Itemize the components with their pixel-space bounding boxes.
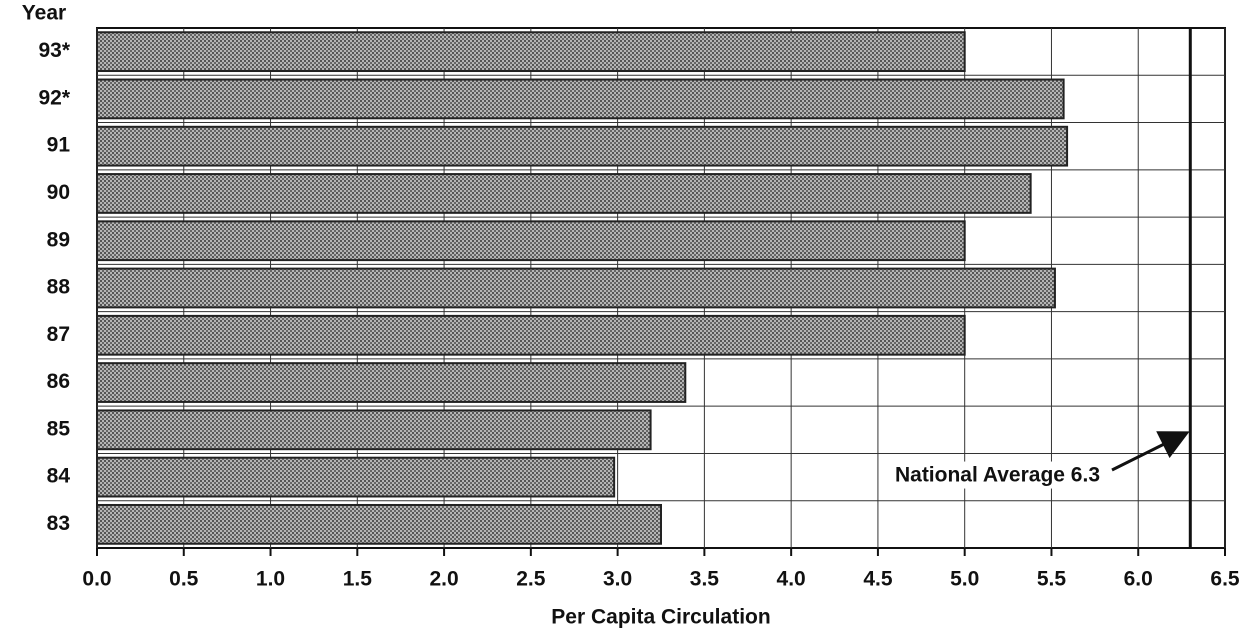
y-tick-label: 83 xyxy=(47,512,70,535)
bar xyxy=(96,362,687,403)
bar xyxy=(96,314,966,356)
y-tick-label: 87 xyxy=(47,323,70,346)
x-tick-label: 5.0 xyxy=(950,568,979,591)
x-tick-label: 5.5 xyxy=(1037,568,1067,591)
bar xyxy=(96,173,1032,214)
bar xyxy=(96,31,966,73)
x-tick-label: 1.0 xyxy=(256,568,285,591)
y-tick-label: 90 xyxy=(47,181,70,204)
x-tick-label: 6.0 xyxy=(1124,568,1153,591)
y-tick-label: 89 xyxy=(47,228,70,251)
x-tick-label: 0.0 xyxy=(82,568,111,591)
x-tick-label: 4.0 xyxy=(777,568,806,591)
bar xyxy=(96,220,966,262)
bar xyxy=(96,125,1069,167)
bar xyxy=(96,78,1065,120)
annotation-bg xyxy=(890,461,1104,489)
annotation-arrow xyxy=(1111,431,1190,472)
y-tick-label: 84 xyxy=(47,465,71,488)
x-axis-label: Per Capita Circulation xyxy=(551,606,770,629)
y-axis-label: Year xyxy=(22,2,66,25)
bar xyxy=(96,409,652,451)
x-tick-label: 3.5 xyxy=(690,568,720,591)
x-tick-label: 2.0 xyxy=(429,568,458,591)
y-tick-label: 86 xyxy=(47,370,70,393)
bar xyxy=(96,503,662,545)
x-tick-label: 1.5 xyxy=(343,568,373,591)
y-tick-label: 93* xyxy=(38,39,70,62)
y-tick-label: 91 xyxy=(47,134,71,157)
y-tick-label: 88 xyxy=(47,276,71,299)
x-tick-label: 3.0 xyxy=(603,568,632,591)
x-tick-label: 0.5 xyxy=(169,568,199,591)
x-tick-label: 6.5 xyxy=(1210,568,1240,591)
y-tick-label: 92* xyxy=(38,86,70,109)
bar xyxy=(96,456,616,498)
y-tick-label: 85 xyxy=(47,417,71,440)
x-tick-label: 4.5 xyxy=(863,568,893,591)
bar xyxy=(96,267,1056,309)
x-tick-label: 2.5 xyxy=(516,568,546,591)
annotation: National Average 6.3 xyxy=(895,464,1100,487)
